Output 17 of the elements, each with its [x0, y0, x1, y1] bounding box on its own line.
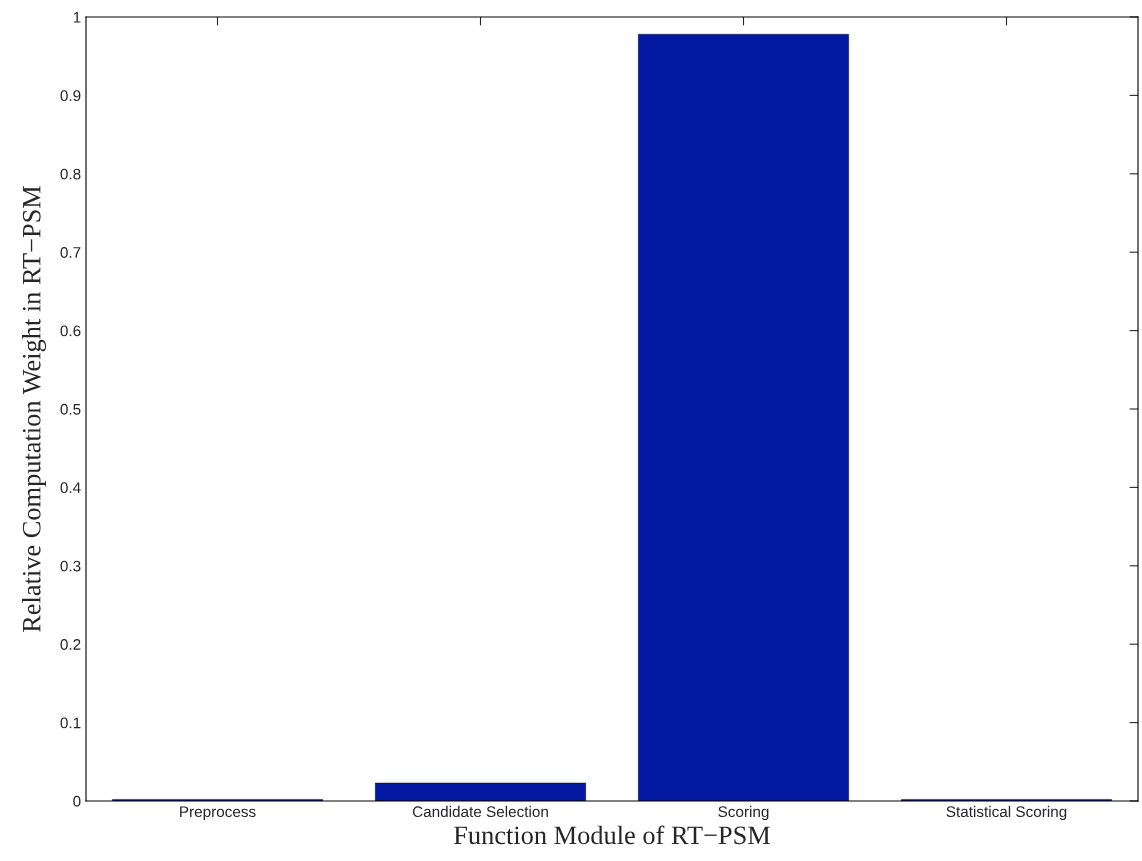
y-tick-label: 0.9 [60, 90, 81, 102]
x-tick-label: Candidate Selection [412, 805, 548, 818]
y-tick-label: 0.2 [60, 639, 81, 650]
x-tick-label: Preprocess [180, 806, 256, 821]
y-tick-label: 0.4 [60, 482, 81, 494]
y-axis-title: Relative Computation Weight in RT−PSM [22, 185, 47, 633]
y-tick-label: 0.1 [60, 717, 81, 729]
y-tick-label: 0.5 [60, 403, 81, 415]
y-tick-label: 0.7 [60, 247, 81, 258]
y-tick-label: 0.3 [60, 560, 81, 572]
y-tick-label: 0.8 [60, 168, 81, 180]
y-tick-label: 1 [73, 12, 81, 23]
x-axis-title: Function Module of RT−PSM [453, 825, 770, 845]
x-tick-label: Scoring [718, 805, 769, 821]
y-tick-label: 0.6 [60, 325, 81, 337]
y-tick-label: 0 [73, 795, 81, 807]
x-tick-label: Statistical Scoring [946, 805, 1067, 821]
